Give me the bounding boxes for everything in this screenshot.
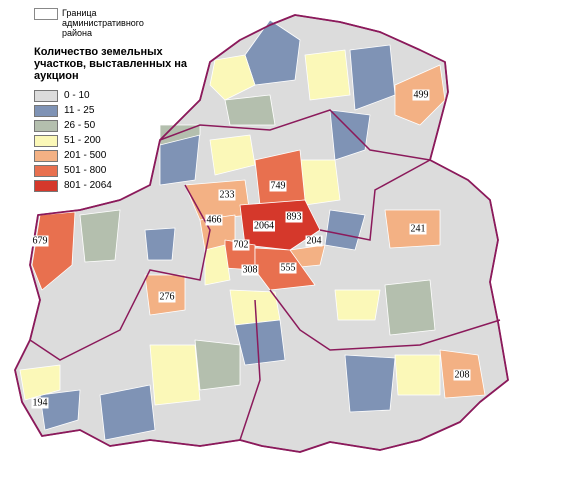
boundary-label: Граница административного района (62, 8, 144, 38)
map-label: 241 (409, 223, 427, 235)
district (234, 319, 286, 366)
legend-item: 501 - 800 (34, 163, 194, 178)
legend-item: 11 - 25 (34, 103, 194, 118)
map-label: 679 (31, 235, 49, 247)
legend-item: 51 - 200 (34, 133, 194, 148)
legend-label: 801 - 2064 (64, 180, 112, 191)
district (254, 149, 306, 206)
map-label: 702 (232, 239, 250, 251)
district (39, 389, 81, 431)
boundary-key: Граница административного района (34, 8, 194, 38)
legend-label: 51 - 200 (64, 135, 101, 146)
legend-item: 0 - 10 (34, 88, 194, 103)
map-label: 194 (31, 397, 49, 409)
district (299, 159, 341, 206)
map-label: 233 (218, 189, 236, 201)
district (79, 209, 121, 263)
district (99, 384, 156, 441)
district (304, 49, 351, 101)
legend-swatch (34, 179, 58, 192)
swatch (34, 8, 58, 20)
map-label: 308 (241, 264, 259, 276)
district (209, 134, 256, 176)
map-label: 499 (412, 89, 430, 101)
map-label: 466 (205, 214, 223, 226)
district (324, 209, 366, 251)
legend-swatch (34, 134, 58, 147)
district (194, 339, 241, 391)
map-label: 204 (305, 235, 323, 247)
district (144, 227, 176, 261)
district (334, 289, 381, 321)
legend-item: 201 - 500 (34, 148, 194, 163)
district (19, 364, 61, 401)
district (209, 54, 256, 101)
district (149, 344, 201, 406)
district (224, 94, 276, 126)
district (344, 354, 396, 413)
region-border (29, 109, 501, 441)
map-label: 749 (269, 180, 287, 192)
legend-label: 0 - 10 (64, 90, 90, 101)
map-label: 208 (453, 369, 471, 381)
district (31, 211, 76, 291)
legend-swatch (34, 104, 58, 117)
map-label: 276 (158, 291, 176, 303)
legend-label: 26 - 50 (64, 120, 96, 131)
country-border (14, 14, 509, 453)
legend-swatch (34, 119, 58, 132)
legend-items: 0 - 10 11 - 25 26 - 50 51 - 200 201 - 500 501… (34, 88, 194, 193)
district (394, 354, 441, 396)
map-label: 893 (285, 211, 303, 223)
district (384, 279, 436, 336)
legend-label: 501 - 800 (64, 165, 107, 176)
district (244, 19, 301, 86)
map-label: 2064 (253, 220, 275, 232)
legend-swatch (34, 164, 58, 177)
district (204, 244, 231, 286)
legend-swatch (34, 149, 58, 162)
district (329, 109, 371, 161)
map-label: 555 (279, 262, 297, 274)
legend: Граница административного района Количес… (34, 8, 194, 193)
legend-title: Количество земельных участков, выставлен… (34, 46, 188, 82)
legend-swatch (34, 89, 58, 102)
legend-item: 26 - 50 (34, 118, 194, 133)
legend-label: 201 - 500 (64, 150, 107, 161)
legend-item: 801 - 2064 (34, 178, 194, 193)
legend-label: 11 - 25 (64, 105, 95, 116)
